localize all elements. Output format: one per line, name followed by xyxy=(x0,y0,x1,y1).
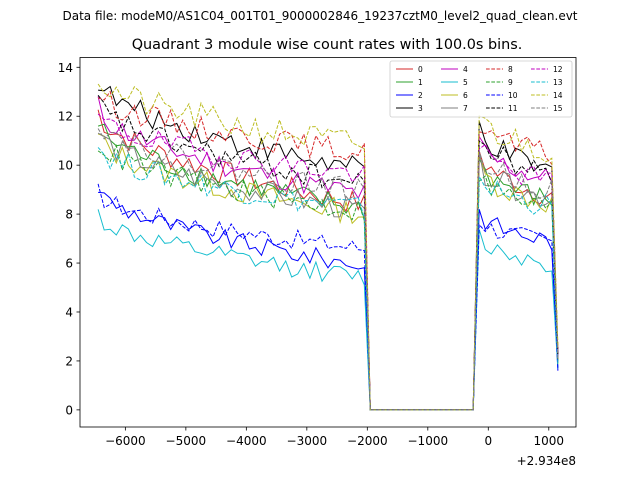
y-tick-label: 10 xyxy=(58,159,73,173)
series-line-5 xyxy=(97,209,559,411)
legend-label-12: 12 xyxy=(553,65,563,74)
y-tick-label: 6 xyxy=(65,257,73,271)
x-tick-label: 1000 xyxy=(534,434,565,448)
legend-label-10: 10 xyxy=(508,91,518,100)
y-tick-label: 8 xyxy=(65,208,73,222)
chart-title: Quadrant 3 module wise count rates with … xyxy=(132,37,523,53)
legend-label-13: 13 xyxy=(553,78,563,87)
x-offset-label: +2.934e8 xyxy=(517,454,576,468)
y-tick-label: 12 xyxy=(58,110,73,124)
x-tick-label: −6000 xyxy=(105,434,146,448)
series-line-12 xyxy=(97,113,559,411)
y-tick-label: 4 xyxy=(65,305,73,319)
legend-label-7: 7 xyxy=(463,104,468,113)
y-tick-label: 14 xyxy=(58,61,73,75)
series-line-7 xyxy=(97,132,559,411)
x-tick-label: −1000 xyxy=(408,434,449,448)
series-line-14 xyxy=(97,83,559,411)
legend-label-11: 11 xyxy=(508,104,518,113)
legend-label-4: 4 xyxy=(463,65,468,74)
series-line-4 xyxy=(97,96,559,411)
series-line-15 xyxy=(97,128,559,411)
series-line-9 xyxy=(97,144,559,411)
series-line-8 xyxy=(97,90,559,411)
legend-frame xyxy=(389,60,573,118)
axis-ticks: −6000 −5000 −4000 −3000 −2000 −1000 0 1000 0 2 4 6 8… xyxy=(58,61,564,448)
series-lines xyxy=(97,83,559,411)
legend-label-8: 8 xyxy=(508,65,513,74)
x-tick-label: −4000 xyxy=(226,434,267,448)
legend-label-0: 0 xyxy=(418,65,423,74)
series-line-6 xyxy=(97,133,559,411)
series-line-13 xyxy=(97,147,559,411)
legend-label-1: 1 xyxy=(418,78,423,87)
x-tick-label: −2000 xyxy=(347,434,388,448)
series-line-10 xyxy=(97,183,559,411)
x-tick-label: 0 xyxy=(484,434,492,448)
y-tick-label: 2 xyxy=(65,354,73,368)
series-line-11 xyxy=(97,94,559,411)
legend-label-6: 6 xyxy=(463,91,468,100)
legend-label-2: 2 xyxy=(418,91,423,100)
series-line-3 xyxy=(98,85,559,411)
plot-area-frame xyxy=(79,57,577,428)
legend-label-3: 3 xyxy=(418,104,423,113)
x-tick-label: −5000 xyxy=(166,434,207,448)
y-tick-label: 0 xyxy=(65,403,73,417)
x-tick-label: −3000 xyxy=(287,434,328,448)
legend-label-14: 14 xyxy=(553,91,563,100)
legend-label-15: 15 xyxy=(553,104,563,113)
legend-label-5: 5 xyxy=(463,78,468,87)
chart-suptitle: Data file: modeM0/AS1C04_001T01_90000028… xyxy=(62,9,577,23)
legend-label-9: 9 xyxy=(508,78,513,87)
series-line-2 xyxy=(98,191,559,411)
